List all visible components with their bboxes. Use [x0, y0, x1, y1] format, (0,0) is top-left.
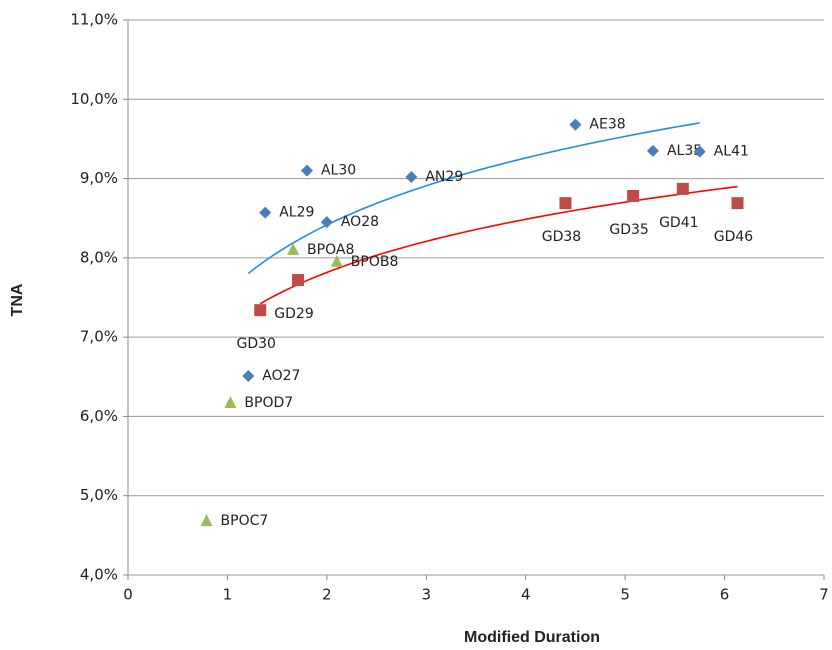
y-tick-label: 11,0% [70, 11, 118, 29]
x-tick-label: 0 [123, 586, 133, 604]
point [330, 254, 343, 267]
y-axis-label: TNA [9, 283, 26, 316]
point-label: AL35 [667, 143, 702, 159]
x-tick-label: 1 [223, 586, 233, 604]
x-tick-label: 4 [521, 586, 531, 604]
y-tick-label: 6,0% [80, 407, 118, 425]
trendline [247, 122, 700, 275]
point-label: AL30 [321, 163, 356, 179]
point-label: AL41 [714, 144, 749, 160]
point-label: GD38 [542, 229, 581, 245]
point-label: GD46 [714, 229, 754, 245]
point [676, 182, 689, 195]
point [224, 395, 237, 408]
y-tick-label: 9,0% [80, 169, 118, 187]
point-label: AE38 [589, 117, 625, 133]
y-tick-label: 5,0% [80, 486, 118, 504]
point-label: BPOB8 [351, 254, 399, 270]
point [693, 145, 706, 158]
point [254, 304, 267, 317]
point-label: GD41 [659, 215, 698, 231]
x-tick-label: 6 [720, 586, 730, 604]
point [569, 118, 582, 131]
point-label: GD30 [237, 336, 276, 352]
point [320, 216, 333, 229]
point-label: GD29 [274, 306, 313, 322]
point-label: AN29 [425, 169, 463, 185]
y-tick-label: 7,0% [80, 328, 118, 346]
point [292, 274, 305, 287]
point [405, 170, 418, 183]
x-tick-label: 2 [322, 586, 332, 604]
trendline [259, 185, 738, 305]
point [646, 144, 659, 157]
y-tick-label: 10,0% [70, 90, 118, 108]
y-tick-label: 8,0% [80, 248, 118, 266]
point [559, 197, 572, 210]
point-label: AL29 [279, 205, 314, 221]
point-label: AO28 [341, 214, 379, 230]
x-axis-label: Modified Duration [464, 629, 600, 646]
point [200, 514, 213, 527]
point-label: BPOC7 [221, 513, 269, 529]
point [242, 369, 255, 382]
point [259, 206, 272, 219]
point-label: BPOA8 [307, 242, 354, 258]
point [627, 190, 640, 203]
x-tick-label: 3 [422, 586, 432, 604]
point [287, 242, 300, 255]
point-label: AO27 [262, 368, 300, 384]
x-tick-label: 5 [620, 586, 630, 604]
point [300, 164, 313, 177]
x-tick-label: 7 [819, 586, 829, 604]
point-label: GD35 [609, 222, 648, 238]
point-label: BPOD7 [244, 395, 293, 411]
point [731, 197, 744, 210]
y-tick-label: 4,0% [80, 566, 118, 584]
